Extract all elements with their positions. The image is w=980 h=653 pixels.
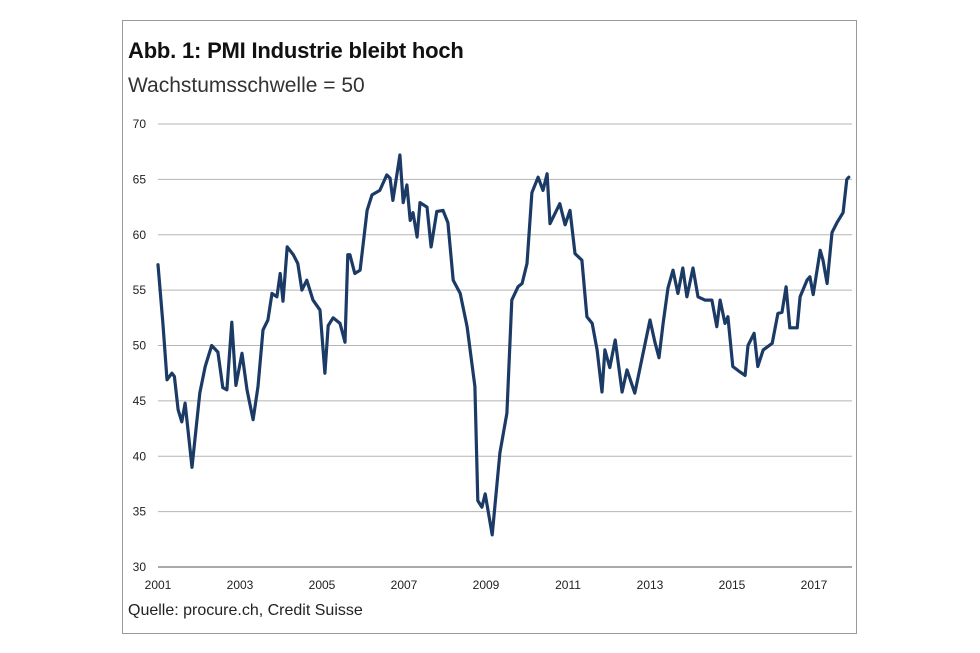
y-axis-ticks: 30 35 40 45 50 55 60 65 70 — [133, 117, 147, 574]
x-tick-label: 2009 — [473, 578, 500, 592]
x-tick-label: 2005 — [309, 578, 336, 592]
y-tick-label: 35 — [133, 505, 147, 519]
series-group — [156, 153, 851, 537]
y-tick-label: 55 — [133, 283, 147, 297]
x-tick-label: 2003 — [227, 578, 254, 592]
y-tick-label: 50 — [133, 339, 147, 353]
x-tick-label: 2001 — [145, 578, 172, 592]
chart-title: Abb. 1: PMI Industrie bleibt hoch — [128, 38, 464, 63]
x-tick-label: 2013 — [637, 578, 664, 592]
gridlines — [158, 123, 852, 568]
y-tick-label: 45 — [133, 394, 147, 408]
chart-source: Quelle: procure.ch, Credit Suisse — [128, 602, 363, 619]
y-tick-label: 40 — [133, 449, 147, 463]
y-tick-label: 65 — [133, 172, 147, 186]
y-tick-label: 30 — [133, 560, 147, 574]
x-tick-label: 2017 — [801, 578, 828, 592]
x-tick-label: 2015 — [719, 578, 746, 592]
chart-frame — [122, 20, 857, 634]
x-axis-ticks: 2001 2003 2005 2007 2009 2011 2013 2015 2017 — [145, 578, 828, 592]
y-tick-label: 60 — [133, 228, 147, 242]
chart-subtitle: Wachstumsschwelle = 50 — [128, 74, 365, 97]
x-tick-label: 2011 — [555, 578, 581, 592]
pmi-series-line — [156, 153, 851, 537]
x-tick-label: 2007 — [391, 578, 418, 592]
y-tick-label: 70 — [133, 117, 147, 131]
